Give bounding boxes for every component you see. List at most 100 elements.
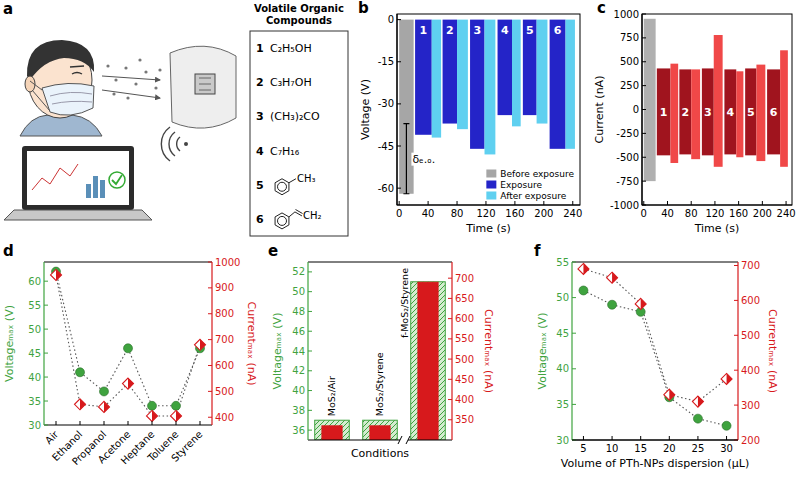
- marker: [721, 373, 732, 384]
- y-tick-label: 200: [741, 435, 760, 446]
- signal-block: [443, 20, 457, 124]
- bond: [289, 212, 295, 217]
- y-tick: [572, 404, 576, 405]
- panel-letter: d: [3, 242, 14, 260]
- marker: [171, 410, 182, 421]
- category-label: MoS₂/Air: [327, 376, 338, 416]
- frame-bottom: [308, 439, 452, 440]
- y-tick: [448, 359, 452, 360]
- signal-block: [432, 20, 441, 138]
- x-tick-label: 240: [563, 208, 582, 219]
- marker-outline: [123, 378, 134, 389]
- y-tick-label: 800: [215, 308, 234, 319]
- y-tick-label: 45: [556, 328, 569, 339]
- y-tick: [44, 305, 48, 306]
- x-tick: [200, 421, 201, 425]
- x-tick: [726, 436, 727, 440]
- y-tick-label: -60: [378, 183, 394, 194]
- y-tick-label: 38: [292, 405, 305, 416]
- marks: [315, 282, 446, 440]
- y-tick: [44, 329, 48, 330]
- check-circle: [109, 172, 125, 188]
- signal-block: [512, 20, 521, 127]
- y-tick: [642, 181, 646, 182]
- y-tick: [448, 379, 452, 380]
- x-tick: [80, 421, 81, 425]
- panel-c: c123456-1000-750-500-25002505007501000Cu…: [593, 0, 796, 235]
- eyebrow: [70, 66, 84, 67]
- axis-title: Currentₘₐₓ (nA): [245, 302, 258, 386]
- panel-e: e363840424446485052350400450500550600650…: [268, 242, 495, 460]
- benzene-ring: [275, 179, 289, 195]
- x-tick-label: 80: [451, 208, 464, 219]
- arrow: [102, 76, 160, 80]
- plot-frame: [397, 14, 580, 205]
- marker-fill: [104, 401, 110, 412]
- y-tick-label: 400: [455, 394, 474, 405]
- x-tick: [762, 201, 763, 205]
- x-axis-line: [572, 439, 738, 440]
- x-tick: [583, 436, 584, 440]
- x-tick-label: 15: [634, 443, 647, 454]
- y-tick-label: 35: [556, 399, 569, 410]
- y-tick-label: 500: [215, 386, 234, 397]
- benzene-ring: [275, 213, 289, 229]
- y-tick: [448, 419, 452, 420]
- y-tick-label: 500: [455, 354, 474, 365]
- annotation-bracket: [403, 124, 409, 194]
- y-tick-label: 36: [292, 425, 305, 436]
- series-line: [56, 275, 200, 416]
- x-tick-label: 120: [476, 208, 495, 219]
- signal-block: [566, 20, 575, 149]
- y-tick: [44, 401, 48, 402]
- axis-title: Time (s): [465, 222, 511, 235]
- series-line: [56, 272, 200, 406]
- y-tick: [44, 353, 48, 354]
- y-tick: [397, 103, 401, 104]
- y-axis-line: [737, 262, 738, 440]
- marker: [693, 414, 702, 423]
- y-tick-label: 55: [28, 300, 41, 311]
- x-tick: [176, 421, 177, 425]
- x-tick: [152, 421, 153, 425]
- bond: [289, 179, 296, 183]
- bar: [411, 282, 446, 440]
- x-tick-label: 5: [580, 443, 586, 454]
- marker-outline: [147, 410, 158, 421]
- y-tick: [208, 287, 212, 288]
- laptop-base: [4, 210, 152, 220]
- y-axis-line: [451, 262, 452, 440]
- particle: [144, 70, 147, 73]
- annotation-text: δₑ.ₒ.: [412, 153, 435, 166]
- y-tick-label: 44: [292, 346, 305, 357]
- x-tick: [640, 436, 641, 440]
- marker: [124, 344, 133, 353]
- y-tick: [642, 133, 646, 134]
- marker-outline: [51, 269, 62, 280]
- y-tick: [308, 351, 312, 352]
- axis-title: Conditions: [351, 447, 409, 460]
- sensor-mask: [170, 46, 236, 128]
- signal-block: [724, 69, 736, 154]
- signal-block: [767, 69, 780, 154]
- marker: [172, 401, 181, 410]
- marker-outline: [721, 373, 732, 384]
- block-label: 4: [727, 106, 735, 119]
- block-label: 1: [660, 106, 668, 119]
- y-axis-line: [571, 262, 572, 440]
- block-label: 1: [420, 24, 428, 37]
- marker: [579, 286, 588, 295]
- substituent: CH₂: [303, 210, 322, 221]
- y-tick: [572, 297, 576, 298]
- x-tick: [399, 201, 400, 205]
- y-tick-label: 1000: [614, 9, 639, 20]
- category-label: MoS₂/Styrene: [375, 352, 386, 416]
- y-tick: [308, 370, 312, 371]
- title-line: Volatile Organic: [254, 3, 344, 14]
- y-tick: [208, 391, 212, 392]
- marker-fill: [583, 263, 589, 274]
- y-tick-label: 450: [455, 374, 474, 385]
- y-tick-label: 900: [215, 282, 234, 293]
- y-tick: [642, 37, 646, 38]
- frame-bottom: [572, 439, 738, 440]
